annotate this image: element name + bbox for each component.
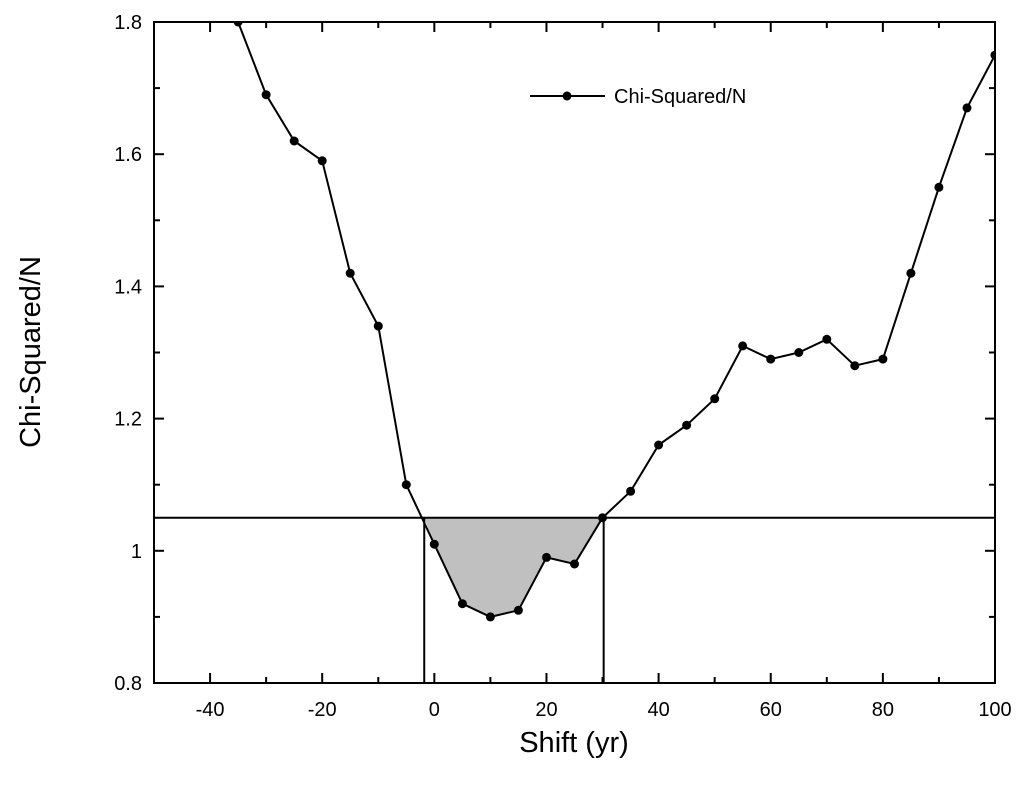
legend-marker-sample	[562, 91, 572, 101]
data-point	[261, 90, 271, 100]
data-point	[682, 420, 692, 430]
data-point	[289, 136, 299, 146]
x-tick-label: 20	[535, 699, 557, 721]
data-point	[570, 559, 579, 569]
data-point	[710, 394, 720, 404]
y-tick-label: 1	[131, 541, 142, 563]
data-point	[373, 321, 383, 331]
data-point	[794, 348, 804, 357]
data-point	[485, 612, 495, 622]
data-point	[654, 440, 664, 450]
series-layer	[233, 22, 995, 622]
plot-area	[154, 22, 995, 683]
x-tick-label: -20	[308, 699, 337, 721]
data-point	[766, 354, 776, 364]
data-point	[457, 599, 467, 609]
x-tick-label: 40	[647, 699, 669, 721]
data-point	[626, 486, 636, 496]
y-axis-title: Chi-Squared/N	[15, 256, 47, 448]
data-point	[401, 480, 411, 490]
data-point	[513, 605, 523, 615]
shaded-minimum-region	[424, 517, 604, 617]
x-axis-title: Shift (yr)	[519, 727, 629, 759]
data-point	[962, 103, 972, 113]
x-tick-label: 100	[978, 699, 1011, 721]
legend-label: Chi-Squared/N	[614, 86, 746, 108]
data-point	[822, 334, 832, 344]
data-point	[990, 50, 995, 60]
y-tick-labels: 0.8 1 1.2 1.4 1.6 1.8	[114, 12, 142, 695]
x-tick-label: -40	[196, 699, 225, 721]
data-point	[934, 182, 944, 192]
axis-ticks	[153, 21, 996, 684]
plot-frame	[153, 21, 996, 684]
y-tick-label: 1.2	[114, 409, 142, 431]
x-tick-labels: -40 -20 0 20 40 60 80 100	[196, 699, 1012, 721]
data-point	[906, 268, 916, 278]
data-point	[598, 513, 607, 523]
y-tick-label: 1.6	[114, 144, 142, 166]
x-tick-label: 80	[872, 699, 894, 721]
data-point	[429, 539, 439, 549]
data-point	[738, 341, 748, 351]
y-tick-label: 0.8	[114, 673, 142, 695]
data-point	[850, 361, 860, 371]
data-point	[317, 156, 327, 166]
legend: Chi-Squared/N	[530, 86, 746, 108]
data-point	[542, 552, 551, 562]
series-line	[237, 22, 995, 618]
data-point	[878, 354, 888, 364]
y-tick-label: 1.8	[114, 12, 142, 34]
y-tick-label: 1.4	[114, 276, 142, 298]
x-tick-label: 60	[760, 699, 782, 721]
data-point	[345, 268, 355, 278]
data-point	[233, 22, 243, 27]
x-tick-label: 0	[429, 699, 440, 721]
